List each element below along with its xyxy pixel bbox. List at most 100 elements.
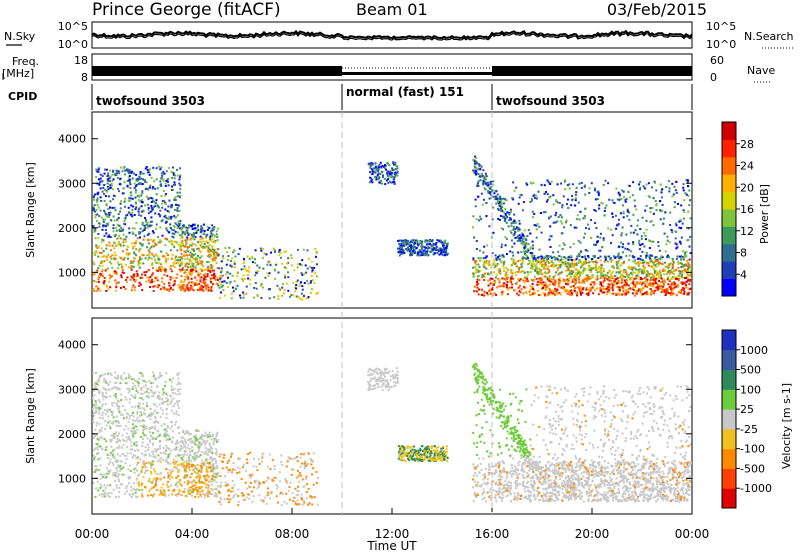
range-cell	[527, 229, 530, 232]
range-cell	[109, 440, 112, 443]
range-cell	[687, 239, 690, 242]
range-cell	[136, 412, 139, 415]
range-cell	[554, 221, 557, 224]
range-cell	[128, 227, 131, 230]
range-cell	[610, 260, 613, 263]
range-cell	[637, 282, 640, 285]
range-cell	[128, 376, 131, 379]
range-cell	[543, 284, 546, 287]
range-cell	[234, 287, 237, 290]
range-cell	[93, 251, 96, 254]
range-cell	[193, 464, 195, 467]
range-cell	[490, 266, 493, 269]
range-cell	[625, 282, 628, 285]
range-cell	[106, 258, 109, 261]
range-cell	[201, 247, 204, 249]
range-cell	[371, 163, 374, 166]
range-cell	[671, 231, 674, 234]
range-cell	[483, 181, 486, 184]
range-cell	[474, 155, 477, 158]
range-cell	[618, 257, 621, 260]
range-cell	[497, 277, 500, 280]
range-cell	[107, 211, 110, 214]
range-cell	[667, 289, 669, 292]
range-cell	[635, 281, 638, 284]
range-cell	[441, 254, 444, 257]
range-cell	[131, 215, 134, 218]
range-cell	[646, 272, 649, 275]
range-cell	[127, 252, 130, 255]
range-cell	[525, 292, 528, 295]
range-cell	[382, 174, 385, 177]
range-cell	[510, 231, 513, 234]
range-cell	[236, 271, 239, 274]
range-cell	[150, 224, 153, 227]
range-cell	[492, 283, 495, 286]
range-cell	[579, 286, 582, 289]
range-cell	[114, 209, 117, 211]
range-cell	[195, 267, 198, 270]
range-cell	[109, 180, 111, 182]
range-cell	[138, 206, 141, 209]
range-cell	[397, 251, 400, 253]
range-cell	[509, 217, 512, 220]
range-cell	[641, 243, 644, 245]
range-cell	[107, 288, 110, 291]
range-cell	[115, 244, 118, 247]
range-cell	[529, 232, 532, 235]
range-cell	[574, 259, 577, 262]
range-cell	[623, 196, 626, 198]
range-cell	[185, 241, 188, 244]
range-cell	[171, 185, 174, 188]
range-cell	[220, 285, 223, 288]
range-cell	[479, 179, 482, 182]
range-cell	[648, 255, 651, 258]
range-cell	[144, 167, 147, 170]
range-cell	[513, 220, 516, 223]
range-cell	[675, 269, 678, 271]
range-cell	[555, 271, 557, 274]
range-cell	[378, 166, 380, 169]
range-cell	[632, 267, 635, 269]
range-cell	[214, 278, 217, 281]
range-cell	[675, 285, 678, 288]
range-cell	[178, 224, 181, 226]
range-cell	[501, 277, 504, 280]
range-cell	[167, 217, 170, 220]
range-cell	[185, 268, 188, 271]
range-cell	[569, 246, 572, 249]
range-cell	[687, 194, 690, 197]
range-cell	[550, 256, 553, 259]
range-cell	[99, 262, 102, 264]
range-cell	[664, 250, 667, 253]
range-cell	[670, 282, 673, 285]
range-cell	[628, 265, 631, 268]
range-cell	[554, 274, 556, 277]
range-cell	[150, 201, 153, 203]
range-cell	[663, 268, 666, 271]
range-cell	[148, 380, 151, 383]
range-cell	[396, 174, 399, 177]
range-cell	[574, 278, 577, 281]
range-cell	[604, 207, 607, 210]
range-cell	[259, 247, 262, 250]
range-cell	[212, 252, 215, 255]
range-cell	[112, 474, 115, 477]
range-cell	[523, 242, 526, 245]
range-cell	[102, 249, 105, 252]
range-cell	[499, 215, 502, 217]
range-cell	[619, 269, 622, 272]
range-cell	[620, 281, 623, 284]
range-cell	[631, 268, 634, 271]
range-cell	[283, 266, 286, 269]
range-cell	[615, 292, 618, 295]
range-cell	[582, 255, 585, 258]
range-cell	[632, 255, 634, 258]
range-cell	[567, 198, 569, 201]
range-cell	[152, 231, 155, 234]
range-cell	[107, 195, 110, 198]
range-cell	[175, 203, 177, 206]
range-cell	[504, 217, 507, 220]
range-cell	[379, 161, 382, 164]
colorbar-swatch	[722, 156, 736, 175]
